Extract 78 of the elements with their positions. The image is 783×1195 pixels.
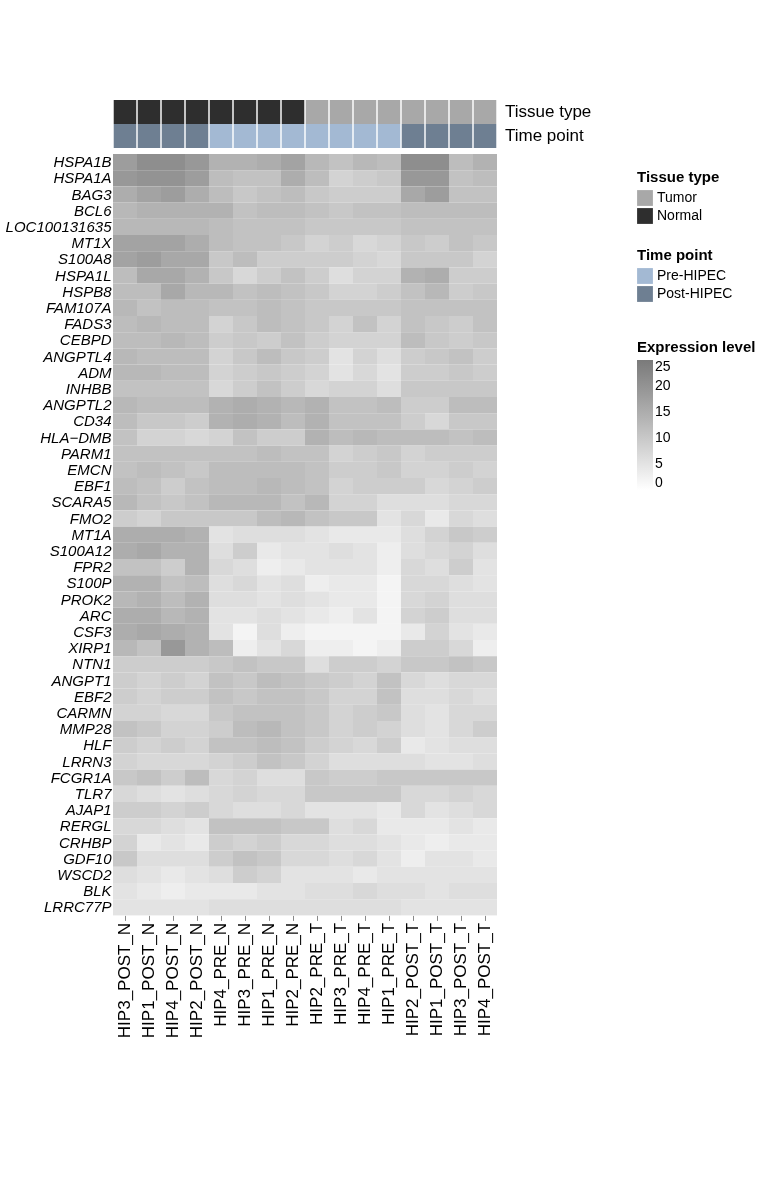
y-tick-label: NTN1: [72, 655, 112, 673]
x-tick-label: HIP2_POST_N: [187, 922, 206, 1039]
y-tick-label: MT1A: [71, 525, 112, 543]
x-tick-label: HIP1_POST_N: [139, 922, 158, 1039]
y-tick-label: HSPA1B: [53, 153, 112, 171]
color-bar-label: 15: [655, 403, 671, 419]
y-tick-label: EMCN: [67, 460, 112, 478]
color-bar-label: 0: [655, 474, 663, 490]
y-tick-label: ADM: [77, 363, 112, 381]
y-tick-label: SCARA5: [51, 493, 113, 511]
y-tick-label: LOC100131635: [5, 217, 113, 235]
y-tick-label: S100A8: [58, 250, 113, 268]
legend-label: Tumor: [657, 189, 698, 205]
y-tick-label: LRRN3: [62, 752, 113, 770]
y-tick-label: INHBB: [65, 379, 112, 397]
y-tick-label: FMO2: [69, 509, 113, 527]
x-tick-label: HIP4_POST_T: [475, 922, 494, 1037]
legend-label: Post-HIPEC: [657, 285, 733, 301]
y-tick-label: XIRP1: [67, 639, 112, 657]
y-tick-label: PARM1: [60, 444, 112, 462]
x-tick-label: HIP3_POST_T: [451, 922, 470, 1037]
y-tick-label: ARC: [78, 606, 112, 624]
y-tick-label: TLR7: [74, 784, 113, 802]
y-tick-label: WSCD2: [57, 865, 113, 883]
text: Time point: [505, 126, 585, 145]
y-tick-label: EBF1: [73, 477, 112, 495]
x-tick-label: HIP4_PRE_N: [211, 922, 230, 1027]
x-tick-label: HIP2_PRE_N: [283, 922, 302, 1027]
text: Tissue type: [505, 102, 592, 121]
y-tick-label: CEBPD: [59, 331, 112, 349]
color-bar-label: 25: [655, 358, 671, 374]
y-tick-label: MT1X: [71, 234, 113, 252]
x-tick-label: HIP4_PRE_T: [355, 922, 374, 1025]
y-tick-label: HSPB8: [62, 282, 113, 300]
text: Time point: [637, 246, 713, 263]
x-tick-label: HIP3_PRE_T: [331, 922, 350, 1025]
legend-label: Normal: [657, 207, 703, 223]
y-tick-label: AJAP1: [64, 801, 112, 819]
x-tick-label: HIP2_POST_T: [403, 922, 422, 1037]
y-tick-label: BLK: [83, 882, 113, 900]
x-tick-label: HIP1_PRE_N: [259, 922, 278, 1027]
y-tick-label: CRHBP: [58, 833, 112, 851]
y-tick-label: CD34: [73, 412, 112, 430]
y-tick-label: FADS3: [64, 315, 113, 333]
x-tick-label: HIP2_PRE_T: [307, 922, 326, 1025]
y-tick-label: RERGL: [59, 817, 112, 835]
y-tick-label: BAG3: [71, 185, 113, 203]
y-tick-label: HSPA1A: [53, 169, 112, 187]
y-tick-label: GDF10: [63, 849, 113, 867]
y-tick-label: BCL6: [73, 201, 113, 219]
x-tick-label: HIP1_PRE_T: [379, 922, 398, 1025]
color-bar-title: Expression level: [637, 338, 756, 355]
y-tick-label: MMP28: [59, 720, 113, 738]
y-tick-label: ANGPTL4: [42, 347, 112, 365]
color-bar-label: 5: [655, 455, 663, 471]
y-tick-label: HLF: [83, 736, 113, 754]
y-tick-label: FCGR1A: [50, 768, 112, 786]
y-tick-label: ANGPT1: [50, 671, 112, 689]
y-tick-label: PROK2: [60, 590, 113, 608]
y-tick-label: FPR2: [73, 558, 113, 576]
x-tick-label: HIP3_POST_N: [115, 922, 134, 1039]
y-tick-label: S100A12: [49, 541, 113, 559]
x-tick-label: HIP4_POST_N: [163, 922, 182, 1039]
y-tick-label: EBF2: [73, 687, 113, 705]
y-tick-label: FAM107A: [45, 298, 112, 316]
color-bar-label: 20: [655, 377, 671, 393]
y-tick-label: ANGPTL2: [42, 396, 113, 414]
y-tick-label: S100P: [66, 574, 112, 592]
y-tick-label: CSF3: [73, 622, 113, 640]
x-tick-label: HIP1_POST_T: [427, 922, 446, 1037]
y-tick-label: CARMN: [56, 703, 112, 721]
y-tick-label: HLA−DMB: [40, 428, 112, 446]
legend-label: Pre-HIPEC: [657, 267, 727, 283]
color-bar-label: 10: [655, 429, 671, 445]
y-tick-label: HSPA1L: [55, 266, 112, 284]
y-tick-label: LRRC77P: [43, 898, 112, 916]
x-tick-label: HIP3_PRE_N: [235, 922, 254, 1027]
text: Tissue type: [637, 168, 720, 185]
